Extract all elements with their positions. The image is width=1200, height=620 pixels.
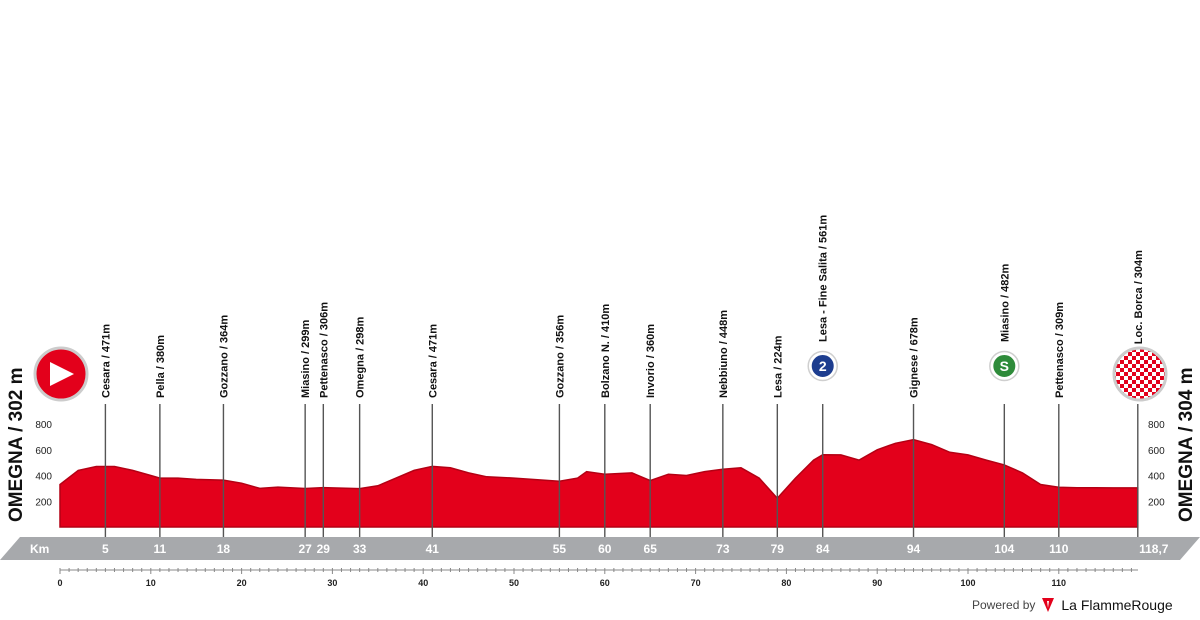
- x-tick-label: 60: [600, 578, 610, 588]
- badge-ring: [989, 350, 1020, 382]
- powered-by-text: Powered by: [972, 598, 1036, 612]
- x-tick-label: 10: [146, 578, 156, 588]
- waypoint-km-label: 55: [553, 542, 567, 556]
- waypoint-km-label: 18: [217, 542, 231, 556]
- waypoint-km-label: 60: [598, 542, 612, 556]
- y-tick-label: 800: [35, 420, 52, 431]
- waypoint-label: Miasino / 299m: [300, 320, 312, 398]
- waypoint-km-labels: 5 11 18 27 29 33 41 55 60 65 73 79 84 94 104 110 118,7: [102, 542, 1169, 556]
- y-tick-label: 400: [35, 472, 52, 483]
- y-axis-left: 200 400 600 800: [35, 420, 52, 508]
- badge-label: 2: [819, 358, 827, 374]
- waypoint-km-label: 84: [816, 542, 830, 556]
- x-axis: 0 10 20 30 40 50 60 70 80 90 100 110: [57, 568, 1138, 588]
- checkered-flag-icon: [1112, 346, 1168, 402]
- flame-rouge-logo-icon: [1042, 598, 1055, 612]
- elevation-profile-area: [59, 438, 1139, 528]
- x-tick-label: 20: [237, 578, 247, 588]
- km-band-shape: [0, 537, 1200, 560]
- badge-label: S: [1000, 358, 1009, 374]
- waypoint-km-label: 33: [353, 542, 367, 556]
- waypoint-label: Gozzano / 356m: [554, 315, 566, 398]
- x-axis-ticks: 0 10 20 30 40 50 60 70 80 90 100 110: [57, 568, 1132, 588]
- y-tick-label: 800: [1148, 420, 1165, 431]
- waypoint-label: Pettenasco / 306m: [318, 302, 330, 398]
- x-tick-label: 0: [57, 578, 62, 588]
- waypoint-km-label: 29: [317, 542, 331, 556]
- climb-category-icon: [809, 353, 836, 379]
- waypoint-km-label: 104: [994, 542, 1014, 556]
- brand-name: La FlammeRouge: [1061, 597, 1173, 613]
- waypoint-km-label: 73: [716, 542, 730, 556]
- powered-by: Powered by La FlammeRouge: [972, 594, 1194, 616]
- waypoint-label: Bolzano N. / 410m: [600, 304, 612, 398]
- waypoint-label: Gozzano / 364m: [218, 315, 230, 398]
- y-tick-label: 600: [1148, 446, 1165, 457]
- badge-ring: [807, 350, 838, 382]
- play-arrow-icon: [50, 362, 74, 386]
- x-tick-label: 100: [960, 578, 975, 588]
- profile-layer: [59, 438, 1139, 528]
- km-band: Km 5 11 18 27 29 33 41 55 60 65 73 79 84 94 104 110 118,…: [0, 537, 1200, 560]
- waypoint-km-label: 65: [644, 542, 658, 556]
- finish-location-label: OMEGNA / 304 m: [1176, 367, 1197, 522]
- y-tick-label: 200: [1148, 497, 1165, 508]
- waypoint-km-label: 110: [1049, 542, 1069, 556]
- x-tick-label: 90: [872, 578, 882, 588]
- x-tick-label: 40: [418, 578, 428, 588]
- finish-marker: [1112, 346, 1168, 402]
- waypoint-label: Cesara / 471m: [427, 324, 439, 398]
- x-tick-label: 30: [327, 578, 337, 588]
- waypoint-km-label: 41: [426, 542, 440, 556]
- waypoint-label: Lesa / 224m: [772, 335, 784, 398]
- waypoint-label: Gignese / 678m: [909, 317, 921, 398]
- waypoint-km-label: 94: [907, 542, 921, 556]
- waypoint-label: Invorio / 360m: [645, 324, 657, 398]
- waypoint-label: Omegna / 298m: [355, 316, 367, 398]
- waypoint-km-label: 79: [771, 542, 785, 556]
- waypoint-km-label: 5: [102, 542, 109, 556]
- waypoint-km-label: 27: [298, 542, 312, 556]
- y-tick-label: 400: [1148, 472, 1165, 483]
- x-tick-label: 50: [509, 578, 519, 588]
- waypoint-label: Cesara / 471m: [100, 324, 112, 398]
- waypoint-km-label: 11: [154, 542, 167, 556]
- waypoint-label: Pettenasco / 309m: [1054, 302, 1066, 398]
- x-tick-label: 80: [781, 578, 791, 588]
- y-axis-right: 200 400 600 800: [1148, 420, 1165, 508]
- sprint-icon: [991, 353, 1018, 379]
- x-tick-label: 110: [1052, 578, 1067, 588]
- start-marker: [33, 346, 89, 402]
- waypoint-label: Pella / 380m: [155, 335, 167, 398]
- km-axis-label: Km: [30, 542, 49, 556]
- waypoints-layer: Cesara / 471m Pella / 380m Gozzano / 364m M…: [100, 215, 1145, 537]
- waypoint-label: Nebbiuno / 448m: [718, 310, 730, 398]
- x-tick-label: 70: [691, 578, 701, 588]
- y-tick-label: 600: [35, 446, 52, 457]
- waypoint-km-label: 118,7: [1139, 542, 1169, 556]
- waypoint-label: Lesa - Fine Salita / 561m: [818, 215, 830, 342]
- start-location-label: OMEGNA / 302 m: [6, 367, 27, 522]
- y-tick-label: 200: [35, 497, 52, 508]
- waypoint-label: Miasino / 482m: [999, 264, 1011, 342]
